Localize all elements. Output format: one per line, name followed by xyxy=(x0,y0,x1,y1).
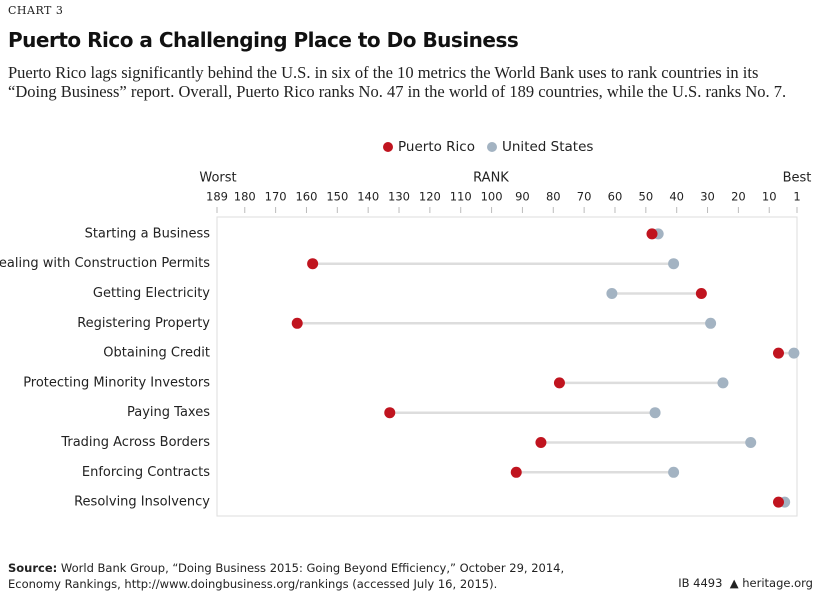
category-label: Obtaining Credit xyxy=(103,346,210,361)
dot xyxy=(705,317,717,329)
category-label: Getting Electricity xyxy=(93,286,210,301)
chart-title: Puerto Rico a Challenging Place to Do Bu… xyxy=(8,28,519,52)
dot xyxy=(668,466,680,478)
axis-title: RANK xyxy=(473,171,509,186)
source-line: Economy Rankings, http://www.doingbusine… xyxy=(8,577,498,591)
category-label: Registering Property xyxy=(77,316,210,331)
x-tick-label: 110 xyxy=(450,190,472,204)
x-tick-label: 1 xyxy=(793,190,800,204)
category-label: Starting a Business xyxy=(85,226,211,241)
report-id: IB 4493 xyxy=(678,576,723,590)
dot xyxy=(695,288,707,299)
x-tick-label: 10 xyxy=(762,190,777,204)
legend-label: United States xyxy=(502,139,593,155)
legend-marker xyxy=(383,142,393,152)
x-tick-label: 170 xyxy=(265,190,287,204)
x-tick-label: 20 xyxy=(731,190,746,204)
x-tick-label: 140 xyxy=(357,190,379,204)
kicker: CHART 3 xyxy=(8,4,64,17)
footer: Source: World Bank Group, “Doing Busines… xyxy=(8,560,564,592)
dot xyxy=(291,317,303,329)
x-tick-label: 70 xyxy=(577,190,592,204)
x-tick-label: 40 xyxy=(669,190,684,204)
x-tick-label: 180 xyxy=(234,190,256,204)
legend-label: Puerto Rico xyxy=(398,139,475,155)
dot xyxy=(606,288,618,299)
dot xyxy=(535,437,547,448)
plot-frame xyxy=(216,216,798,517)
category-label: Paying Taxes xyxy=(127,405,210,420)
subtitle: Puerto Rico lags significantly behind th… xyxy=(8,63,787,101)
x-tick-label: 189 xyxy=(206,190,228,204)
dot xyxy=(788,347,800,359)
worst-label: Worst xyxy=(199,171,236,186)
dot xyxy=(772,347,784,359)
category-label: Resolving Insolvency xyxy=(74,495,210,510)
x-tick-label: 150 xyxy=(326,190,348,204)
category-label: Trading Across Borders xyxy=(60,435,210,450)
dot xyxy=(646,228,658,240)
best-label: Best xyxy=(783,171,812,186)
site: heritage.org xyxy=(742,576,813,590)
x-tick-label: 60 xyxy=(608,190,623,204)
x-tick-label: 80 xyxy=(546,190,561,204)
dot xyxy=(649,407,661,419)
category-label: Enforcing Contracts xyxy=(82,465,210,480)
dot xyxy=(307,258,319,270)
dot xyxy=(668,258,680,270)
x-tick-label: 130 xyxy=(388,190,410,204)
source-label: Source: xyxy=(8,561,58,575)
dot xyxy=(745,437,757,448)
x-tick-label: 100 xyxy=(481,190,503,204)
category-label: Dealing with Construction Permits xyxy=(0,256,210,271)
credit: IB 4493 ▲ heritage.org xyxy=(678,576,813,590)
source-line: World Bank Group, “Doing Business 2015: … xyxy=(60,561,565,575)
category-label: Protecting Minority Investors xyxy=(23,375,210,390)
legend-marker xyxy=(487,142,497,152)
dot xyxy=(553,377,565,389)
dot xyxy=(510,466,522,478)
x-tick-label: 160 xyxy=(295,190,317,204)
dot xyxy=(384,407,396,419)
x-tick-label: 30 xyxy=(700,190,715,204)
dot xyxy=(772,496,784,508)
x-tick-label: 50 xyxy=(639,190,654,204)
dot xyxy=(717,377,729,389)
x-tick-label: 120 xyxy=(419,190,441,204)
x-tick-label: 90 xyxy=(515,190,530,204)
